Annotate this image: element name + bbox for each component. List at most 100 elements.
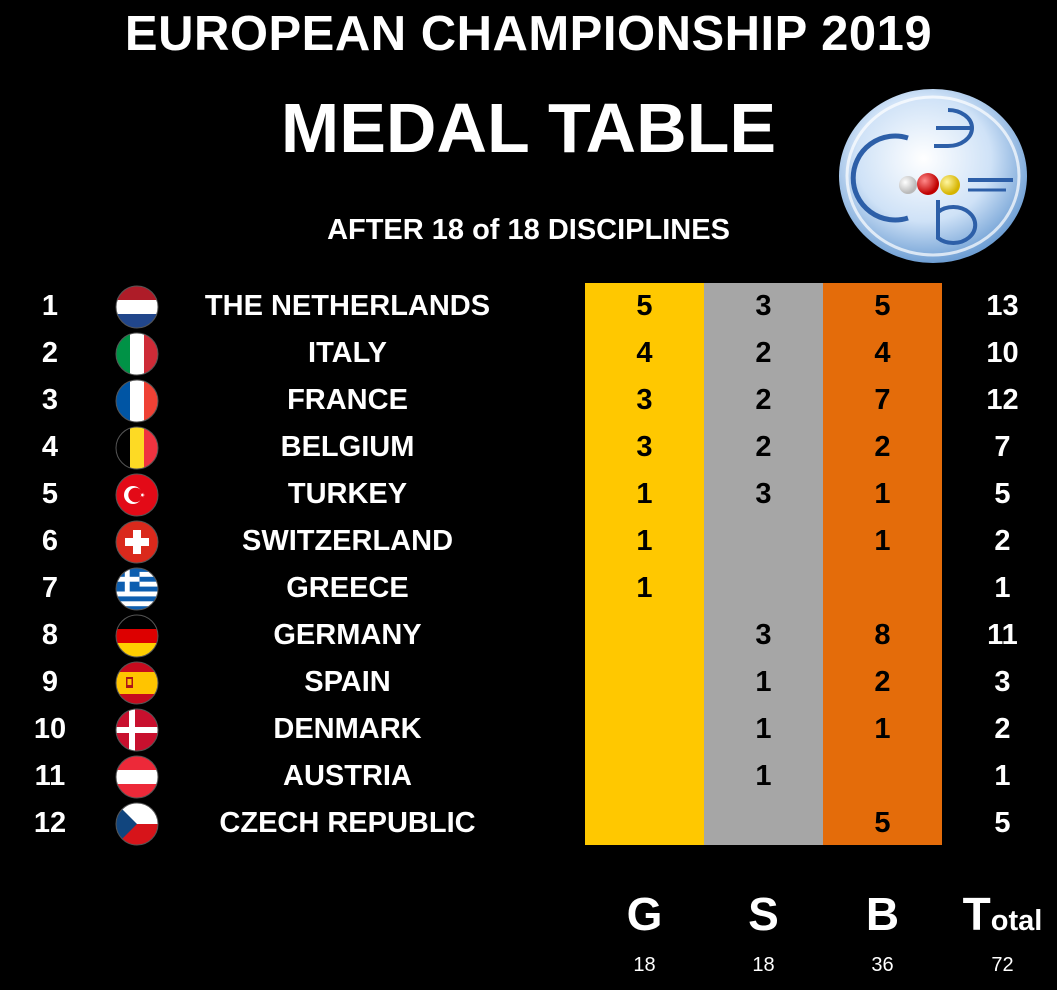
silver-count [704, 800, 823, 847]
silver-count: 2 [755, 337, 772, 369]
silver-count: 1 [755, 713, 772, 745]
total-count: 3 [994, 666, 1011, 698]
czech-flag-icon [115, 802, 159, 846]
gold-count: 4 [636, 337, 653, 369]
country-name: GERMANY [273, 619, 422, 651]
germany-flag-icon [115, 614, 159, 658]
italy-flag-icon [115, 332, 159, 376]
total-count: 11 [987, 619, 1018, 651]
greece-flag-icon [115, 567, 159, 611]
bronze-count: 5 [874, 290, 891, 322]
table-row: 5 TURKEY 1 3 1 5 [0, 471, 1057, 518]
gold-count [585, 612, 704, 659]
table-row: 10 DENMARK 1 1 2 [0, 706, 1057, 753]
silver-column-header: S [748, 888, 779, 940]
gold-count [585, 706, 704, 753]
bronze-count: 2 [874, 666, 891, 698]
medal-table-title: MEDAL TABLE [280, 89, 777, 167]
silver-count: 3 [755, 290, 772, 322]
rank: 11 [34, 760, 66, 792]
total-count: 2 [994, 525, 1011, 557]
bronze-column-header: B [865, 888, 900, 940]
total-count: 5 [994, 478, 1011, 510]
total-count: 1 [994, 572, 1011, 604]
rank: 6 [41, 525, 59, 557]
total-count: 2 [994, 713, 1011, 745]
total-header-rest: otal [990, 905, 1043, 937]
rank: 9 [41, 666, 59, 698]
rank: 8 [41, 619, 59, 651]
table-row: 4 BELGIUM 3 2 2 7 [0, 424, 1057, 471]
austria-flag-icon [115, 755, 159, 799]
bronze-count: 5 [874, 807, 891, 839]
denmark-flag-icon [115, 708, 159, 752]
gold-count [585, 753, 704, 800]
gold-count: 3 [636, 384, 653, 416]
rank: 12 [33, 807, 67, 839]
country-name: GREECE [286, 572, 409, 604]
country-name: THE NETHERLANDS [204, 290, 491, 322]
silver-count: 3 [755, 478, 772, 510]
table-row: 11 AUSTRIA 1 1 [0, 753, 1057, 800]
gold-count: 3 [636, 431, 653, 463]
silver-count: 2 [755, 384, 772, 416]
bronze-count: 1 [874, 713, 891, 745]
bronze-count: 1 [874, 525, 891, 557]
bronze-count: 4 [874, 337, 891, 369]
silver-count: 1 [755, 666, 772, 698]
silver-column-background [704, 283, 823, 845]
silver-count [704, 518, 823, 565]
country-name: SWITZERLAND [241, 525, 454, 557]
france-flag-icon [115, 379, 159, 423]
country-name: CZECH REPUBLIC [219, 807, 476, 839]
total-count: 13 [986, 290, 1019, 322]
total-count: 1 [994, 760, 1011, 792]
gold-count [585, 659, 704, 706]
bronze-count [823, 565, 942, 612]
rank: 2 [41, 337, 59, 369]
table-row: 1 THE NETHERLANDS 5 3 5 13 [0, 283, 1057, 330]
silver-count [704, 565, 823, 612]
gold-count: 5 [636, 290, 653, 322]
bronze-count [823, 753, 942, 800]
country-name: AUSTRIA [283, 760, 412, 792]
grand-total-sum: 72 [991, 954, 1014, 976]
bronze-column-background [823, 283, 942, 845]
gold-count: 1 [636, 478, 653, 510]
gold-count: 1 [636, 572, 653, 604]
silver-count: 1 [755, 760, 772, 792]
table-row: 8 GERMANY 3 8 11 [0, 612, 1057, 659]
belgium-flag-icon [115, 426, 159, 470]
total-count: 7 [994, 431, 1011, 463]
total-count: 10 [986, 337, 1019, 369]
total-column-header: Total [950, 884, 1055, 944]
rank: 4 [41, 431, 59, 463]
bronze-count: 8 [874, 619, 891, 651]
turkey-flag-icon [115, 473, 159, 517]
netherlands-flag-icon [115, 285, 159, 329]
rank: 10 [33, 713, 67, 745]
bronze-count: 2 [874, 431, 891, 463]
disciplines-progress: AFTER 18 of 18 DISCIPLINES [327, 214, 730, 246]
table-row: 12 CZECH REPUBLIC 5 5 [0, 800, 1057, 847]
rank: 3 [41, 384, 59, 416]
gold-column-header: G [626, 888, 663, 940]
rank: 7 [41, 572, 59, 604]
country-name: FRANCE [287, 384, 408, 416]
total-count: 5 [994, 807, 1011, 839]
gold-count [585, 800, 704, 847]
table-row: 6 SWITZERLAND 1 1 2 [0, 518, 1057, 565]
table-row: 7 GREECE 1 1 [0, 565, 1057, 612]
table-row: 2 ITALY 4 2 4 10 [0, 330, 1057, 377]
silver-count: 3 [755, 619, 772, 651]
gold-count: 1 [636, 525, 653, 557]
gold-column-background [585, 283, 704, 845]
table-row: 9 SPAIN 1 2 3 [0, 659, 1057, 706]
country-name: ITALY [308, 337, 387, 369]
country-name: SPAIN [304, 666, 391, 698]
rank: 5 [41, 478, 59, 510]
total-header-initial: T [962, 888, 991, 940]
ceb-logo [839, 89, 1027, 263]
rank: 1 [41, 290, 59, 322]
silver-count: 2 [755, 431, 772, 463]
